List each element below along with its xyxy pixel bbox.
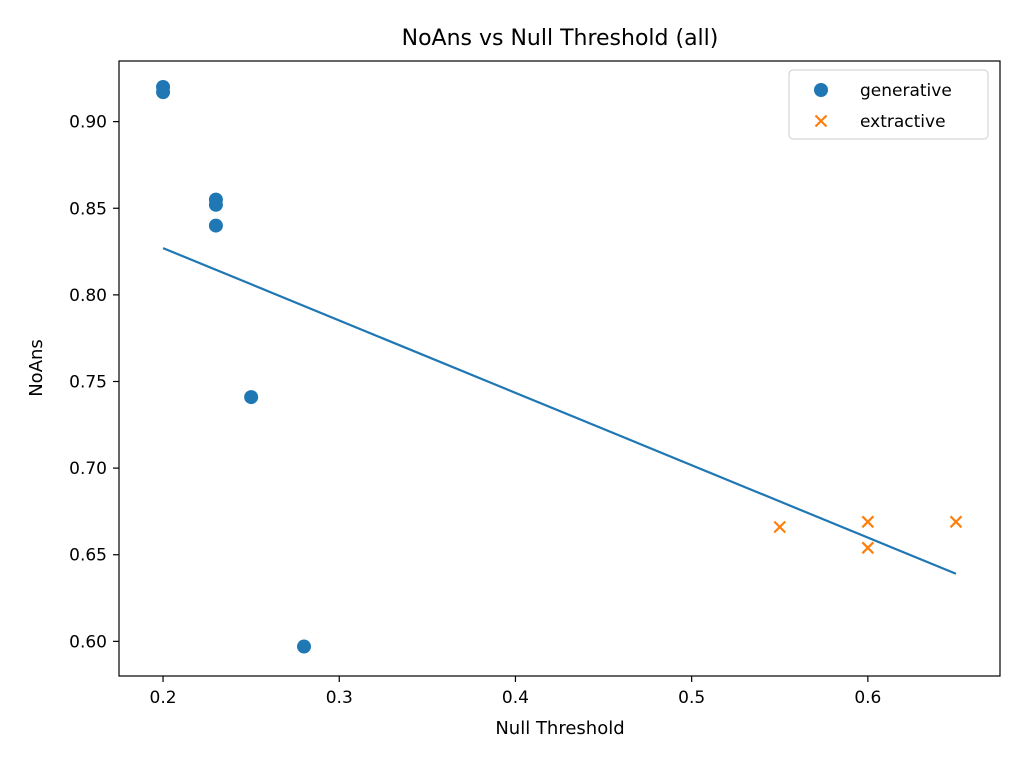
x-tick-label: 0.3 xyxy=(326,688,353,708)
extractive-point xyxy=(861,541,875,555)
x-tick-label: 0.6 xyxy=(854,688,881,708)
y-tick-label: 0.65 xyxy=(69,546,107,566)
y-axis-label: NoAns xyxy=(26,339,47,397)
trend-line xyxy=(162,247,957,575)
chart-title: NoAns vs Null Threshold (all) xyxy=(402,26,719,51)
x-tick-label: 0.5 xyxy=(678,688,705,708)
x-tick-label: 0.4 xyxy=(502,688,529,708)
y-tick-label: 0.75 xyxy=(69,372,107,392)
generative-point xyxy=(156,85,171,100)
y-tick-label: 0.70 xyxy=(69,459,107,479)
y-tick-label: 0.60 xyxy=(69,632,107,652)
legend-marker-extractive xyxy=(814,114,828,128)
x-axis-label: Null Threshold xyxy=(495,718,624,739)
generative-point xyxy=(297,639,312,654)
trend-line-group xyxy=(162,247,957,575)
legend-box xyxy=(788,69,989,140)
legend-label-generative: generative xyxy=(860,81,952,101)
data-points xyxy=(156,79,963,654)
extractive-point xyxy=(949,515,963,529)
extractive-point xyxy=(773,520,787,534)
legend-marker-generative xyxy=(814,83,828,97)
chart-legend: generative extractive xyxy=(788,69,989,140)
legend-label-extractive: extractive xyxy=(860,112,946,132)
axis-ticks: 0.2 0.3 0.4 0.5 0.6 0.60 0.65 0.70 0.75 0.80 0.85 0… xyxy=(69,113,881,708)
generative-point xyxy=(208,218,223,233)
extractive-point xyxy=(861,515,875,529)
x-tick-label: 0.2 xyxy=(150,688,177,708)
y-tick-label: 0.85 xyxy=(69,199,107,219)
y-tick-label: 0.80 xyxy=(69,286,107,306)
generative-point xyxy=(244,390,259,405)
y-tick-label: 0.90 xyxy=(69,113,107,133)
generative-point xyxy=(208,197,223,212)
plot-area-frame xyxy=(118,60,1001,677)
